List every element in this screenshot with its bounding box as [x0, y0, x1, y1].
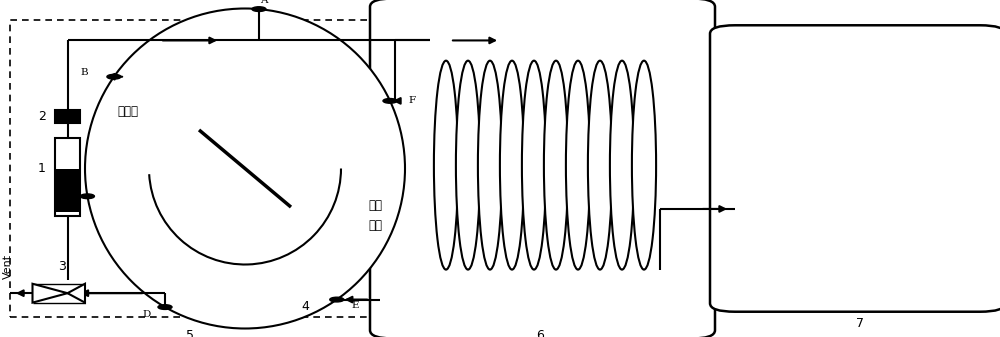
FancyBboxPatch shape — [710, 25, 1000, 312]
Circle shape — [107, 74, 121, 79]
Bar — [55, 138, 80, 216]
Text: 2: 2 — [38, 110, 46, 123]
Text: 3: 3 — [58, 260, 66, 273]
Text: 7: 7 — [856, 317, 864, 330]
Ellipse shape — [478, 61, 502, 270]
Circle shape — [158, 305, 172, 309]
Ellipse shape — [522, 61, 546, 270]
Ellipse shape — [434, 61, 458, 270]
Circle shape — [383, 98, 397, 103]
Bar — [10, 20, 390, 317]
Ellipse shape — [544, 61, 568, 270]
Text: 1: 1 — [38, 162, 46, 175]
Circle shape — [252, 7, 266, 11]
Polygon shape — [68, 284, 85, 303]
Text: 4: 4 — [301, 300, 309, 313]
Text: A: A — [260, 0, 268, 5]
Text: 辅助气: 辅助气 — [118, 105, 138, 118]
Ellipse shape — [456, 61, 480, 270]
Text: 载气: 载气 — [368, 219, 382, 232]
Text: F: F — [408, 96, 416, 105]
Ellipse shape — [632, 61, 656, 270]
Circle shape — [80, 194, 94, 198]
Ellipse shape — [85, 8, 405, 329]
Circle shape — [330, 297, 344, 302]
Text: 6: 6 — [536, 329, 544, 337]
FancyBboxPatch shape — [370, 0, 715, 337]
Text: E: E — [351, 301, 359, 310]
Ellipse shape — [500, 61, 524, 270]
Polygon shape — [32, 284, 68, 303]
Bar — [56, 168, 79, 212]
Ellipse shape — [588, 61, 612, 270]
Ellipse shape — [610, 61, 634, 270]
Text: 5: 5 — [186, 329, 194, 337]
Text: D: D — [143, 310, 151, 319]
Text: B: B — [80, 68, 88, 77]
Ellipse shape — [566, 61, 590, 270]
Text: Vent: Vent — [3, 254, 13, 279]
Text: C: C — [55, 192, 63, 201]
Bar — [55, 110, 80, 123]
Text: 色谱: 色谱 — [368, 199, 382, 212]
